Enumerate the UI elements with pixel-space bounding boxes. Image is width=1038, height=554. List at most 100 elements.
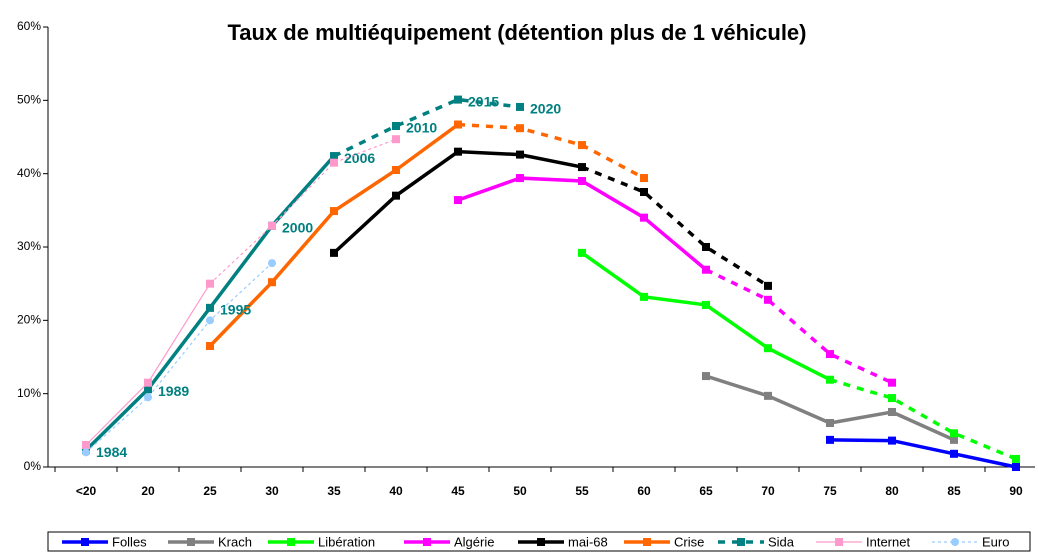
series-line — [705, 374, 955, 442]
data-point — [826, 350, 834, 359]
data-point — [516, 124, 524, 133]
legend-marker — [643, 538, 651, 546]
point-label: 2020 — [530, 101, 561, 117]
data-point — [516, 102, 524, 111]
x-tick-label: 40 — [389, 484, 403, 498]
data-point — [330, 207, 338, 216]
data-point — [578, 177, 586, 185]
data-point — [578, 163, 586, 172]
data-point — [764, 281, 772, 290]
data-point — [392, 135, 400, 144]
x-tick-label: 30 — [265, 484, 279, 498]
data-point — [1012, 463, 1020, 471]
point-label: 2010 — [406, 120, 437, 136]
data-point — [454, 95, 462, 104]
legend-label: mai-68 — [568, 534, 608, 549]
data-point — [206, 279, 214, 288]
point-label: 2000 — [282, 219, 313, 235]
data-point — [268, 259, 276, 268]
legend-marker — [835, 538, 843, 546]
legend-label: Folles — [112, 534, 147, 549]
x-tick-label: 50 — [513, 484, 527, 498]
x-tick-label: 20 — [141, 484, 155, 498]
chart-title: Taux de multiéquipement (détention plus … — [227, 20, 806, 45]
data-point — [454, 147, 462, 156]
projection-line — [581, 165, 769, 288]
projection-line — [829, 378, 1017, 461]
data-point — [950, 435, 958, 444]
point-label: 2015 — [468, 93, 499, 109]
legend-marker — [951, 538, 959, 546]
legend-marker — [81, 538, 89, 546]
y-tick-label: 40% — [17, 166, 41, 180]
projection-line — [85, 262, 273, 453]
data-point — [702, 300, 710, 309]
data-point — [640, 292, 648, 301]
x-tick-label: 55 — [575, 484, 589, 498]
legend-label: Euro — [982, 534, 1009, 549]
x-tick-label: 25 — [203, 484, 217, 498]
projection-line — [705, 268, 893, 385]
data-point — [206, 316, 214, 325]
data-point — [392, 191, 400, 200]
legend-label: Libération — [318, 534, 375, 549]
data-point — [764, 295, 772, 304]
legend-label: Internet — [866, 534, 910, 549]
data-point — [764, 391, 772, 400]
data-point — [392, 122, 400, 130]
data-point — [578, 141, 586, 150]
data-point — [764, 344, 772, 353]
legend-label: Sida — [768, 534, 795, 549]
data-point — [826, 419, 834, 427]
data-point — [82, 441, 90, 449]
series-line — [85, 283, 211, 446]
data-point — [392, 166, 400, 174]
y-tick-label: 30% — [17, 239, 41, 253]
x-tick-label: 80 — [885, 484, 899, 498]
y-tick-label: 10% — [17, 386, 41, 400]
data-point — [206, 342, 214, 350]
data-point — [826, 435, 834, 444]
data-point — [702, 372, 710, 381]
legend-label: Krach — [218, 534, 252, 549]
data-point — [888, 394, 896, 403]
x-tick-label: 45 — [451, 484, 465, 498]
legend-label: Algérie — [454, 534, 494, 549]
x-tick-label: <20 — [76, 484, 97, 498]
data-point — [888, 436, 896, 445]
y-tick-label: 60% — [17, 19, 41, 33]
x-tick-label: 70 — [761, 484, 775, 498]
data-point — [826, 375, 834, 384]
data-point — [144, 393, 152, 402]
legend-marker — [423, 538, 431, 546]
legend-marker — [187, 538, 195, 546]
y-tick-label: 50% — [17, 93, 41, 107]
data-point — [206, 303, 214, 312]
data-point — [950, 429, 958, 438]
point-label: 1989 — [158, 383, 189, 399]
data-point — [640, 213, 648, 222]
series-line — [829, 438, 1017, 469]
data-point — [888, 378, 896, 387]
x-tick-label: 75 — [823, 484, 837, 498]
x-tick-label: 60 — [637, 484, 651, 498]
data-point — [516, 150, 524, 159]
legend-marker — [737, 538, 745, 546]
projection-line — [457, 122, 645, 180]
x-tick-label: 85 — [947, 484, 961, 498]
data-point — [144, 385, 152, 394]
data-point — [1012, 454, 1020, 463]
point-label: 1984 — [96, 444, 127, 460]
x-tick-label: 65 — [699, 484, 713, 498]
projection-line — [333, 97, 521, 158]
data-point — [330, 152, 338, 161]
data-point — [578, 248, 586, 257]
data-point — [454, 120, 462, 129]
projection-line — [209, 138, 397, 285]
data-point — [640, 188, 648, 196]
data-point — [454, 196, 462, 205]
data-point — [702, 243, 710, 251]
legend-marker — [537, 538, 545, 546]
legend-marker — [287, 538, 295, 546]
